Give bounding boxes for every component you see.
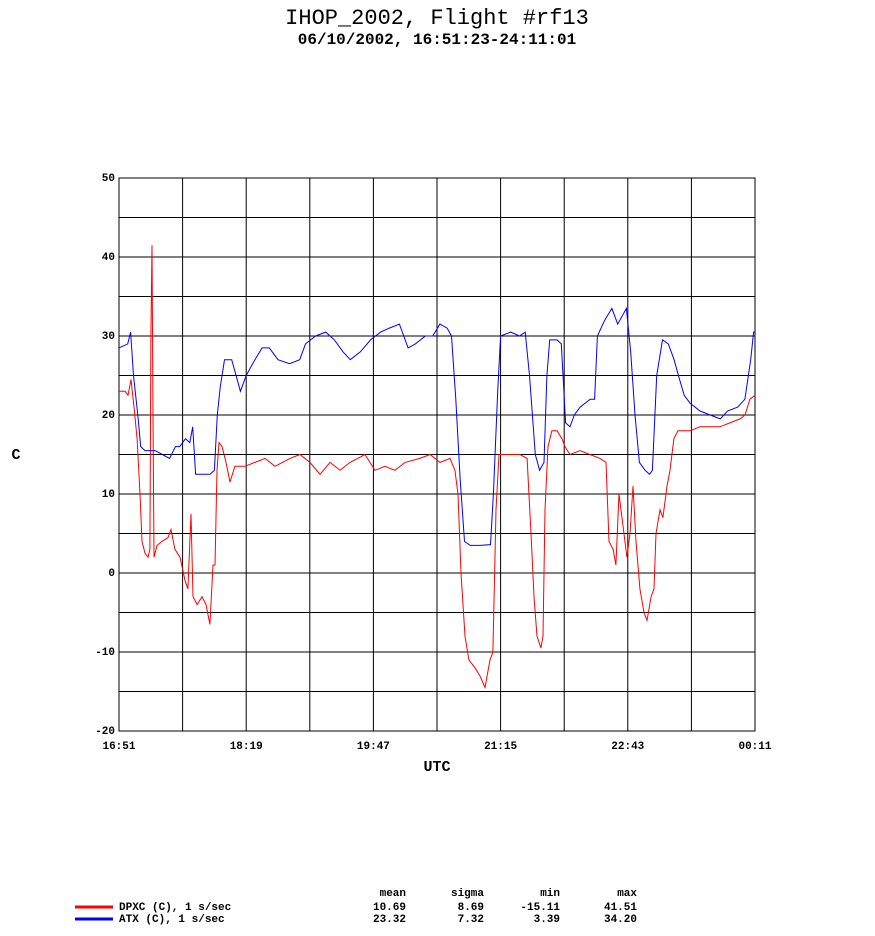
stats-value: 41.51: [604, 902, 637, 914]
stats-value: 10.69: [373, 902, 406, 914]
plot-frame: [118, 177, 756, 732]
y-axis-label: C: [11, 447, 20, 464]
chart-subtitle: 06/10/2002, 16:51:23-24:11:01: [298, 31, 576, 49]
y-tick-label: -20: [95, 726, 115, 738]
y-tick-label: 20: [102, 410, 115, 422]
y-tick-label: 40: [102, 252, 115, 264]
chart-title: IHOP_2002, Flight #rf13: [285, 6, 589, 31]
y-tick-label: -10: [95, 647, 115, 659]
data-line: [118, 306, 755, 546]
stats-value: 23.32: [373, 914, 406, 926]
x-tick-label: 19:47: [357, 741, 390, 753]
legend-label: ATX (C), 1 s/sec: [119, 914, 225, 926]
stats-value: 34.20: [604, 914, 637, 926]
stats-value: 3.39: [534, 914, 560, 926]
x-tick-label: 18:19: [230, 741, 263, 753]
y-tick-label: 30: [102, 331, 115, 343]
stats-value: 7.32: [458, 914, 484, 926]
stats-header: mean: [380, 888, 406, 900]
x-tick-label: 22:43: [611, 741, 644, 753]
y-tick-label: 10: [102, 489, 115, 501]
x-tick-label: 21:15: [484, 741, 517, 753]
x-tick-label: 16:51: [102, 741, 135, 753]
legend-label: DPXC (C), 1 s/sec: [119, 902, 231, 914]
y-tick-label: 0: [108, 568, 115, 580]
stats-header: max: [617, 888, 637, 900]
stats-value: -15.11: [520, 902, 560, 914]
stats-header: min: [540, 888, 560, 900]
y-tick-label: 50: [102, 173, 115, 185]
x-tick-label: 00:11: [738, 741, 771, 753]
stats-header: sigma: [451, 888, 484, 900]
data-line: [119, 245, 756, 690]
x-axis-label: UTC: [423, 759, 450, 776]
stats-value: 8.69: [458, 902, 484, 914]
